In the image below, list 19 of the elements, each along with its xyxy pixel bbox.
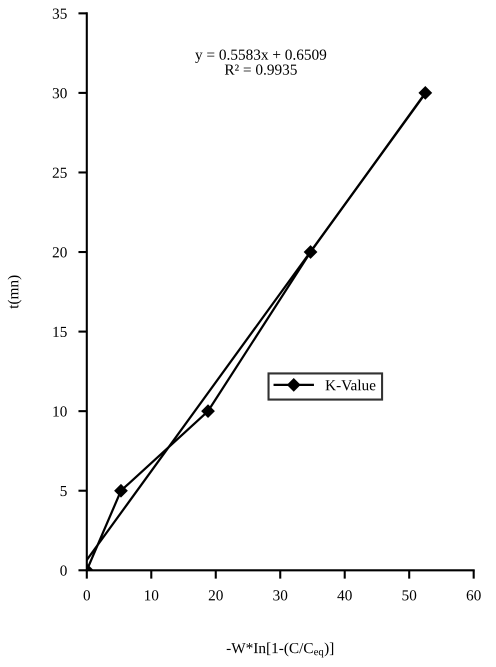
y-axis-title: t(mn) bbox=[8, 276, 22, 309]
x-tick-label: 40 bbox=[337, 590, 352, 600]
x-tick-label: 50 bbox=[402, 590, 416, 600]
y-tick-label: 15 bbox=[53, 326, 67, 338]
y-tick-label: 25 bbox=[52, 168, 67, 178]
legend-label: K-Value bbox=[326, 380, 376, 390]
x-tick-label: 0 bbox=[84, 590, 90, 600]
y-tick-label: 20 bbox=[52, 247, 67, 258]
x-tick-label: 60 bbox=[466, 590, 481, 600]
annotation: y = 0.5583x + 0.6509 R² = 0.9935 bbox=[195, 49, 326, 75]
y-tick-label: 35 bbox=[52, 8, 67, 19]
x-axis-title: -W*In[1-(C/C$_{eq}$)] bbox=[226, 642, 334, 658]
y-tick-label: 0 bbox=[60, 565, 67, 576]
y-tick-label: 30 bbox=[52, 88, 67, 98]
x-tick-label: 30 bbox=[273, 590, 288, 600]
x-tick-label: 20 bbox=[208, 590, 223, 600]
y-tick-label: 5 bbox=[60, 486, 67, 496]
x-tick-label: 10 bbox=[144, 590, 158, 600]
y-tick-label: 10 bbox=[53, 406, 67, 417]
